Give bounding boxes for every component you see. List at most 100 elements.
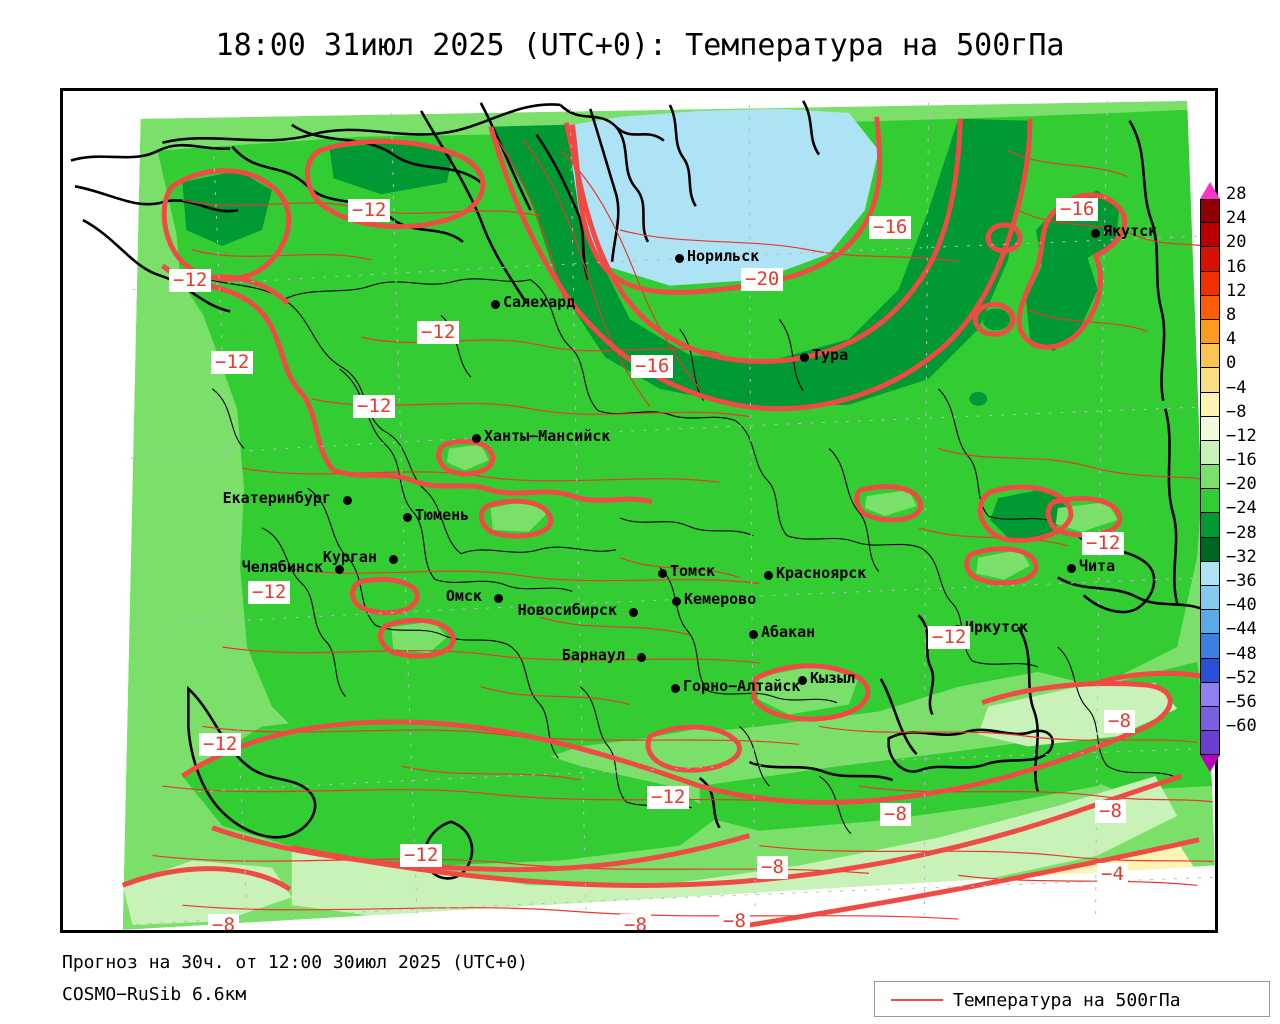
map-raster	[63, 91, 1215, 930]
colorbar-tick: −44	[1226, 619, 1257, 640]
city-label: Кемерово	[684, 590, 757, 608]
city-dot-icon	[343, 496, 352, 505]
colorbar-segment	[1200, 344, 1220, 369]
colorbar-segment	[1200, 489, 1220, 514]
colorbar[interactable]	[1200, 182, 1220, 773]
contour-label: −8	[757, 856, 788, 879]
city-dot-icon	[491, 300, 500, 309]
colorbar-segment	[1200, 465, 1220, 490]
city-label: Тюмень	[415, 506, 470, 524]
city-label: Омск	[445, 587, 482, 605]
city-dot-icon	[800, 353, 809, 362]
city-label: Екатеринбург	[222, 489, 331, 507]
city-label: Ханты−Мансийск	[484, 427, 611, 445]
colorbar-tick-labels: 28 24 20 16 12 8 4 0 −4 −8 −12 −16 −20 −24 −28 −32 −36 −4…	[1226, 182, 1280, 738]
province-borders-layer	[182, 269, 1174, 835]
colorbar-segment	[1200, 271, 1220, 296]
contour-label: −12	[248, 581, 291, 604]
page-title: 18:00 31июл 2025 (UTC+0): Температура на…	[215, 28, 1065, 63]
colorbar-tick: 0	[1226, 353, 1237, 374]
contour-label: −16	[631, 355, 674, 378]
legend-box: Температура на 500гПа	[874, 981, 1270, 1017]
city-dot-icon	[1091, 229, 1100, 238]
colorbar-tick: 16	[1226, 256, 1247, 277]
city-dot-icon	[658, 569, 667, 578]
colorbar-tick: −16	[1226, 450, 1257, 471]
city-dot-icon	[403, 513, 412, 522]
colorbar-segment	[1200, 682, 1220, 707]
colorbar-segment	[1200, 368, 1220, 393]
contour-label: −20	[741, 268, 784, 291]
colorbar-tick: −8	[1226, 401, 1247, 422]
city-dot-icon	[335, 565, 344, 574]
contour-label: −8	[880, 803, 911, 826]
colorbar-tick: 24	[1226, 208, 1247, 229]
city-label: Абакан	[761, 623, 816, 641]
contour-label: −12	[400, 844, 443, 867]
map-canvas	[63, 91, 1215, 930]
colorbar-segment	[1200, 513, 1220, 538]
model-name-line: COSMO−RuSib 6.6км	[62, 984, 247, 1005]
contour-label: −12	[1082, 532, 1125, 555]
contour-label: −8	[208, 914, 239, 930]
city-label: Красноярск	[776, 564, 867, 582]
colorbar-tick: 28	[1226, 184, 1247, 204]
city-label: Челябинск	[241, 558, 323, 576]
city-dot-icon	[764, 571, 773, 580]
colorbar-below-arrow	[1200, 755, 1220, 773]
legend-line-swatch	[891, 999, 943, 1001]
colorbar-segment	[1200, 247, 1220, 272]
colorbar-segment	[1200, 610, 1220, 635]
colorbar-tick: 4	[1226, 329, 1237, 350]
colorbar-segment	[1200, 223, 1220, 248]
city-label: Иркутск	[965, 618, 1029, 636]
contour-label: −12	[211, 351, 254, 374]
city-label: Тура	[812, 346, 849, 364]
colorbar-segment	[1200, 440, 1220, 466]
map-frame[interactable]: Норильск Якутск Салехард Тура Ханты−Мансийск…	[60, 88, 1218, 933]
contour-label: −4	[1097, 863, 1128, 886]
contour-label: −8	[1104, 710, 1135, 733]
city-dot-icon	[494, 594, 503, 603]
city-dot-icon	[671, 684, 680, 693]
city-label: Томск	[670, 562, 716, 580]
contour-label: −12	[199, 733, 242, 756]
city-dot-icon	[1067, 564, 1076, 573]
contour-label: −12	[353, 395, 396, 418]
colorbar-tick: −36	[1226, 571, 1257, 591]
colorbar-segment	[1200, 416, 1220, 441]
colorbar-tick: −60	[1226, 716, 1257, 737]
forecast-info-line: Прогноз на 30ч. от 12:00 30июл 2025 (UTC…	[62, 952, 528, 973]
colorbar-above-arrow	[1200, 182, 1220, 199]
contour-label: −16	[1056, 198, 1099, 221]
city-dot-icon	[389, 555, 398, 564]
city-label: Чита	[1079, 557, 1116, 575]
colorbar-tick: −4	[1226, 377, 1247, 398]
city-label: Кызыл	[810, 669, 856, 687]
city-label: Горно−Алтайск	[683, 677, 801, 695]
colorbar-segment	[1200, 537, 1220, 562]
city-dot-icon	[637, 653, 646, 662]
colorbar-segment	[1200, 634, 1220, 659]
colorbar-tick: −32	[1226, 546, 1257, 567]
colorbar-tick: −20	[1226, 474, 1257, 495]
colorbar-tick: −48	[1226, 643, 1257, 664]
colorbar-tick: 8	[1226, 304, 1237, 325]
contour-label: −12	[348, 199, 391, 222]
city-dot-icon	[798, 676, 807, 685]
contour-label: −8	[1095, 800, 1126, 823]
contour-label: −12	[417, 321, 460, 344]
contour-label: −16	[869, 216, 912, 239]
city-dot-icon	[749, 630, 758, 639]
colorbar-tick: −40	[1226, 595, 1257, 616]
colorbar-segment	[1200, 586, 1220, 611]
colorbar-segment	[1200, 658, 1220, 683]
colorbar-tick: 20	[1226, 232, 1247, 253]
contour-label: −12	[647, 786, 690, 809]
city-label: Курган	[322, 548, 377, 566]
colorbar-tick: −52	[1226, 667, 1257, 688]
city-label: Норильск	[687, 247, 760, 265]
colorbar-tick: −28	[1226, 522, 1257, 543]
coastline-layer	[70, 100, 1208, 880]
